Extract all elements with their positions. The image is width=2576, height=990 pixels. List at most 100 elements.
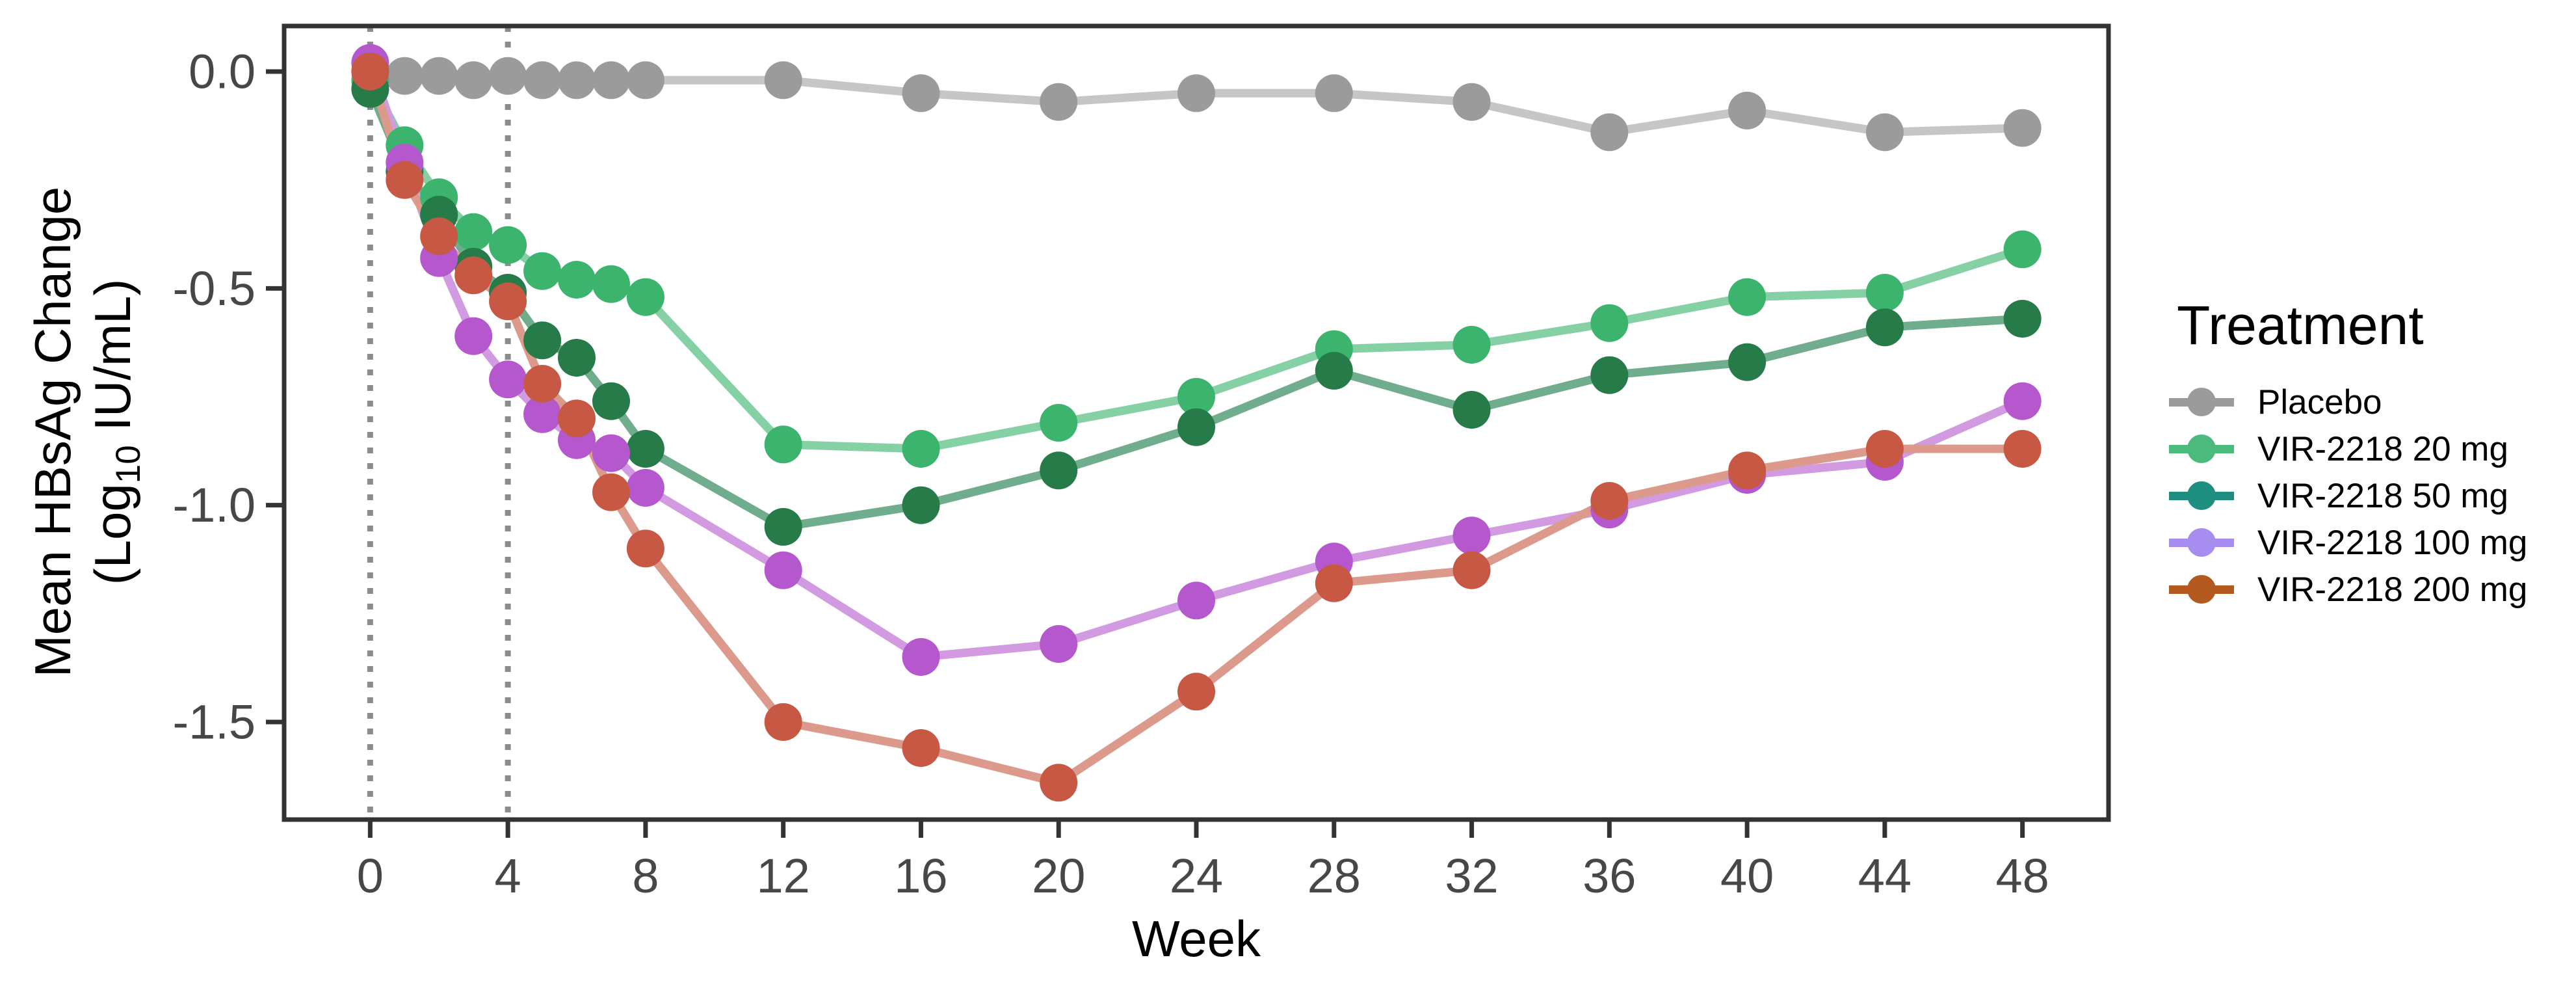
data-point-vir-2218-200-mg-week-36 <box>1590 482 1629 520</box>
data-point-vir-2218-200-mg-week-3 <box>454 256 493 295</box>
data-point-vir-2218-50-mg-week-24 <box>1177 408 1215 446</box>
data-point-vir-2218-20-mg-week-24 <box>1177 378 1215 416</box>
data-point-vir-2218-200-mg-week-40 <box>1728 451 1767 490</box>
data-point-vir-2218-20-mg-week-32 <box>1452 326 1491 364</box>
data-point-placebo-week-4 <box>489 57 527 95</box>
data-point-vir-2218-50-mg-week-20 <box>1040 451 1078 490</box>
data-point-vir-2218-50-mg-week-32 <box>1452 391 1491 429</box>
y-axis-title-line2: (Log10 IU/mL) <box>84 278 148 585</box>
data-point-vir-2218-20-mg-week-6 <box>558 261 596 299</box>
data-point-vir-2218-200-mg-week-48 <box>2003 430 2042 468</box>
x-tick-label-40: 40 <box>1720 849 1774 903</box>
data-point-vir-2218-200-mg-week-24 <box>1177 673 1215 711</box>
data-point-vir-2218-200-mg-week-1 <box>386 161 424 199</box>
data-point-vir-2218-100-mg-week-4 <box>489 360 527 399</box>
x-tick-label-44: 44 <box>1858 849 1912 903</box>
x-tick-label-0: 0 <box>357 849 384 903</box>
data-point-vir-2218-50-mg-week-48 <box>2003 300 2042 338</box>
data-point-vir-2218-100-mg-week-12 <box>764 551 802 589</box>
x-tick-label-20: 20 <box>1032 849 1085 903</box>
y-axis-title: Mean HBsAg Change (Log10 IU/mL) <box>23 12 148 851</box>
x-tick-label-12: 12 <box>757 849 810 903</box>
data-point-vir-2218-50-mg-week-5 <box>523 321 562 360</box>
legend-item-vir-2218-200-mg: VIR-2218 200 mg <box>2169 570 2528 609</box>
data-point-vir-2218-100-mg-week-32 <box>1452 516 1491 555</box>
data-point-placebo-week-32 <box>1452 83 1491 121</box>
data-point-placebo-week-48 <box>2003 109 2042 147</box>
data-point-vir-2218-50-mg-week-16 <box>902 486 940 524</box>
data-point-vir-2218-200-mg-week-16 <box>902 729 940 767</box>
legend-item-vir-2218-100-mg: VIR-2218 100 mg <box>2169 524 2527 562</box>
legend-marker-icon <box>2187 528 2216 557</box>
legend-key-vir-2218-20-mg <box>2169 431 2234 467</box>
data-point-vir-2218-100-mg-week-5 <box>523 395 562 433</box>
data-point-placebo-week-12 <box>764 61 802 100</box>
data-point-placebo-week-40 <box>1728 92 1767 129</box>
data-point-vir-2218-20-mg-week-44 <box>1865 274 1904 312</box>
data-point-vir-2218-20-mg-week-20 <box>1040 404 1078 442</box>
data-point-placebo-week-5 <box>523 61 562 100</box>
x-tick-label-32: 32 <box>1445 849 1498 903</box>
data-point-vir-2218-100-mg-week-24 <box>1177 582 1215 620</box>
data-point-placebo-week-1 <box>386 57 424 95</box>
data-point-vir-2218-200-mg-week-4 <box>489 282 527 321</box>
data-point-vir-2218-20-mg-week-8 <box>626 278 664 316</box>
y-tick-label--1.0: -1.0 <box>172 478 256 532</box>
data-point-vir-2218-200-mg-week-6 <box>558 399 596 438</box>
x-tick-label-4: 4 <box>495 849 521 903</box>
data-point-vir-2218-100-mg-week-16 <box>902 638 940 676</box>
data-point-vir-2218-20-mg-week-16 <box>902 430 940 468</box>
legend-title: Treatment <box>2177 295 2424 356</box>
data-point-vir-2218-50-mg-week-6 <box>558 339 596 377</box>
log10-subscript: 10 <box>109 445 148 484</box>
y-tick-label--0.5: -0.5 <box>172 261 256 315</box>
data-point-placebo-week-36 <box>1590 113 1629 152</box>
legend-key-vir-2218-100-mg <box>2169 524 2234 561</box>
data-point-vir-2218-50-mg-week-7 <box>592 382 630 420</box>
legend-key-vir-2218-50-mg <box>2169 477 2234 514</box>
legend-marker-icon <box>2187 481 2216 510</box>
legend-label: VIR-2218 200 mg <box>2257 570 2528 609</box>
data-point-placebo-week-44 <box>1865 113 1904 152</box>
data-point-vir-2218-50-mg-week-44 <box>1865 308 1904 347</box>
data-point-vir-2218-100-mg-week-20 <box>1040 625 1078 663</box>
data-point-vir-2218-20-mg-week-4 <box>489 226 527 264</box>
legend-key-placebo <box>2169 384 2234 420</box>
data-point-placebo-week-16 <box>902 74 940 113</box>
data-point-vir-2218-20-mg-week-40 <box>1728 278 1767 316</box>
data-point-vir-2218-50-mg-week-12 <box>764 508 802 546</box>
x-tick-label-8: 8 <box>632 849 659 903</box>
data-point-vir-2218-200-mg-week-32 <box>1452 551 1491 589</box>
x-tick-label-36: 36 <box>1583 849 1636 903</box>
data-point-vir-2218-200-mg-week-5 <box>523 365 562 403</box>
data-point-vir-2218-200-mg-week-0 <box>351 53 389 90</box>
x-tick-label-24: 24 <box>1170 849 1223 903</box>
series-line-vir-2218-100-mg <box>365 59 2027 662</box>
data-point-vir-2218-200-mg-week-12 <box>764 703 802 741</box>
data-point-vir-2218-50-mg-week-28 <box>1315 352 1353 390</box>
legend-items: Placebo VIR-2218 20 mg VIR-2218 50 mg VI… <box>2169 383 2528 609</box>
data-point-vir-2218-200-mg-week-20 <box>1040 764 1078 802</box>
x-tick-label-28: 28 <box>1308 849 1361 903</box>
data-point-vir-2218-200-mg-week-8 <box>626 529 664 568</box>
legend-item-placebo: Placebo <box>2169 383 2527 421</box>
data-point-placebo-week-20 <box>1040 83 1078 121</box>
data-point-vir-2218-20-mg-week-3 <box>454 213 493 251</box>
data-point-vir-2218-100-mg-week-8 <box>626 469 664 507</box>
legend-item-vir-2218-20-mg: VIR-2218 20 mg <box>2169 429 2527 468</box>
data-point-vir-2218-100-mg-week-48 <box>2003 382 2042 420</box>
x-tick-label-48: 48 <box>1995 849 2049 903</box>
y-axis-title-line1: Mean HBsAg Change <box>24 186 81 678</box>
data-point-placebo-week-8 <box>626 61 664 100</box>
y-tick-label--1.5: -1.5 <box>172 695 256 749</box>
legend-label: VIR-2218 50 mg <box>2257 476 2508 515</box>
data-point-placebo-week-24 <box>1177 74 1215 113</box>
data-point-vir-2218-200-mg-week-2 <box>420 217 458 256</box>
data-point-vir-2218-20-mg-week-36 <box>1590 304 1629 342</box>
data-point-vir-2218-20-mg-week-7 <box>592 265 630 303</box>
data-point-placebo-week-6 <box>558 61 596 100</box>
data-point-vir-2218-50-mg-week-36 <box>1590 356 1629 394</box>
data-point-vir-2218-20-mg-week-12 <box>764 425 802 464</box>
legend-label: VIR-2218 20 mg <box>2257 429 2508 468</box>
